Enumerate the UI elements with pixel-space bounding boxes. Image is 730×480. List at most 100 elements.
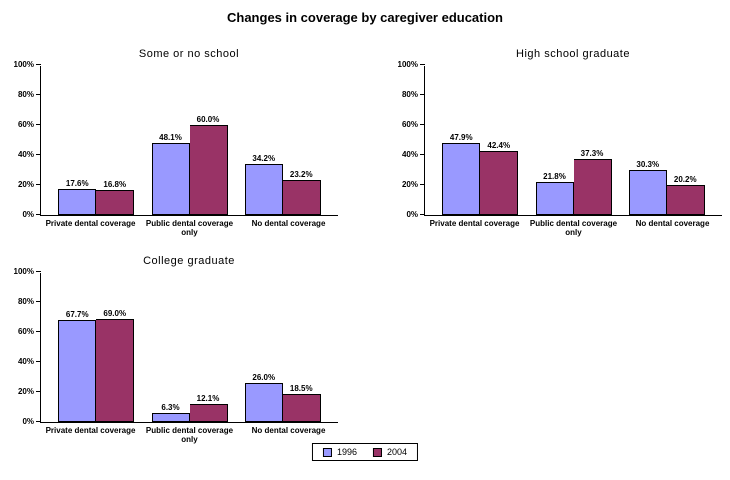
legend: 1996 2004 <box>311 443 419 461</box>
bar-value-label: 6.3% <box>161 402 180 412</box>
legend-label-1996: 1996 <box>336 447 357 457</box>
x-axis-labels: Private dental coverage Public dental cov… <box>424 219 722 237</box>
y-tick-mark <box>36 301 41 302</box>
y-tick-label: 0% <box>22 417 34 426</box>
y-tick-mark <box>36 124 41 125</box>
plot-area: 17.6% 16.8% 48.1% 60.0% 34.2% 23.2% <box>36 64 338 216</box>
bar-1996: 30.3% <box>628 160 667 215</box>
y-tick-label: 80% <box>401 90 418 99</box>
y-tick-mark <box>420 154 425 155</box>
chart-title: College graduate <box>143 255 235 267</box>
chart-high-school-graduate: High school graduate 0% 20% 40% 60% 80% 100% … <box>392 48 722 248</box>
legend-swatch-2004 <box>373 447 382 457</box>
y-tick-mark <box>36 271 41 272</box>
y-tick-mark <box>36 421 41 422</box>
x-category-label: Private dental coverage <box>45 219 136 228</box>
y-tick-mark <box>420 64 425 65</box>
bar-value-label: 20.2% <box>673 174 697 184</box>
y-tick-label: 40% <box>17 150 34 159</box>
y-tick-mark <box>420 214 425 215</box>
y-tick-label: 40% <box>401 150 418 159</box>
bar-1996: 47.9% <box>442 133 481 215</box>
y-tick-label: 20% <box>401 180 418 189</box>
bar-value-label: 12.1% <box>196 393 220 403</box>
x-axis-labels: Private dental coverage Public dental cov… <box>40 219 338 237</box>
bar-group: 67.7% 69.0% <box>58 309 135 422</box>
y-tick-label: 100% <box>13 60 34 69</box>
y-tick-mark <box>420 184 425 185</box>
bar-group: 17.6% 16.8% <box>58 179 135 215</box>
bar-value-label: 47.9% <box>449 133 473 143</box>
bar-2004: 12.1% <box>189 394 228 422</box>
x-category-label: No dental coverage <box>251 219 326 228</box>
legend-item-1996: 1996 <box>322 447 357 457</box>
y-tick-mark <box>36 154 41 155</box>
bar-group: 26.0% 18.5% <box>244 373 321 422</box>
bar-value-label: 23.2% <box>289 170 313 180</box>
plot-area: 47.9% 42.4% 21.8% 37.3% 30.3% 20.2% <box>420 64 722 216</box>
bar-2004: 37.3% <box>573 149 612 215</box>
bar-1996: 48.1% <box>151 133 190 215</box>
bar-value-label: 34.2% <box>252 153 276 163</box>
chart-title: Some or no school <box>138 48 240 60</box>
bar-value-label: 69.0% <box>103 308 127 318</box>
y-tick-label: 80% <box>17 297 34 306</box>
bar-value-label: 67.7% <box>65 310 89 320</box>
legend-label-2004: 2004 <box>387 447 408 457</box>
legend-swatch-1996 <box>322 447 332 457</box>
y-tick-mark <box>36 94 41 95</box>
bar-group: 34.2% 23.2% <box>244 154 321 215</box>
legend-item-2004: 2004 <box>373 447 407 457</box>
bar-2004: 42.4% <box>480 141 519 215</box>
bar-2004: 16.8% <box>96 180 135 215</box>
bar-value-label: 37.3% <box>580 149 604 159</box>
x-category-label: No dental coverage <box>251 426 326 435</box>
page-title: Changes in coverage by caregiver educati… <box>227 10 503 25</box>
x-category-label: No dental coverage <box>635 219 710 228</box>
y-axis: 0% 20% 40% 60% 80% 100% <box>8 61 40 219</box>
bar-2004: 69.0% <box>96 309 135 422</box>
bar-1996: 6.3% <box>151 403 190 422</box>
bar-value-label: 18.5% <box>289 384 313 394</box>
y-tick-label: 40% <box>17 357 34 366</box>
y-tick-label: 60% <box>401 120 418 129</box>
bar-1996: 17.6% <box>58 179 97 215</box>
bar-1996: 26.0% <box>244 373 283 422</box>
y-axis: 0% 20% 40% 60% 80% 100% <box>8 268 40 426</box>
bar-2004: 60.0% <box>189 115 228 215</box>
y-tick-mark <box>36 184 41 185</box>
y-tick-mark <box>36 391 41 392</box>
y-tick-label: 20% <box>17 387 34 396</box>
x-axis-labels: Private dental coverage Public dental cov… <box>40 426 338 444</box>
bar-value-label: 60.0% <box>196 115 220 124</box>
y-tick-mark <box>36 331 41 332</box>
bar-value-label: 26.0% <box>252 373 276 382</box>
y-tick-label: 0% <box>406 210 418 219</box>
y-axis: 0% 20% 40% 60% 80% 100% <box>392 61 424 219</box>
bar-value-label: 48.1% <box>159 132 182 142</box>
y-tick-mark <box>420 124 425 125</box>
x-category-label: Public dental coverage only <box>145 219 234 237</box>
y-tick-mark <box>36 361 41 362</box>
bar-group: 30.3% 20.2% <box>628 160 705 215</box>
x-category-label: Public dental coverage only <box>145 426 234 444</box>
bar-value-label: 17.6% <box>65 178 89 188</box>
bar-1996: 21.8% <box>535 172 574 215</box>
chart-college-graduate: College graduate 0% 20% 40% 60% 80% 100% 67.7… <box>8 255 338 455</box>
y-tick-label: 100% <box>13 267 34 276</box>
bar-2004: 23.2% <box>282 170 321 215</box>
x-category-label: Private dental coverage <box>429 219 520 228</box>
bar-value-label: 21.8% <box>543 172 566 182</box>
y-tick-label: 20% <box>17 180 34 189</box>
chart-some-or-no-school: Some or no school 0% 20% 40% 60% 80% 100% 17.… <box>8 48 338 248</box>
y-tick-mark <box>36 214 41 215</box>
bar-group: 47.9% 42.4% <box>442 133 519 215</box>
y-tick-mark <box>36 64 41 65</box>
y-tick-label: 0% <box>22 210 34 219</box>
y-tick-label: 80% <box>17 90 34 99</box>
bar-1996: 34.2% <box>244 154 283 215</box>
y-tick-mark <box>420 94 425 95</box>
bar-value-label: 16.8% <box>103 179 127 189</box>
bar-value-label: 42.4% <box>487 141 511 151</box>
